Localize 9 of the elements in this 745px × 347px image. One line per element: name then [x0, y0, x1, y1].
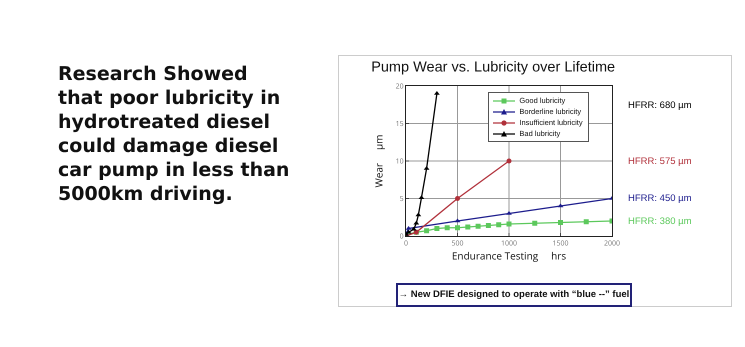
annotation: HFRR: 380 µm: [628, 216, 692, 227]
chart-title: Pump Wear vs. Lubricity over Lifetime: [371, 59, 616, 76]
text: → New DFIE designed to operate with “blue --” fuel: [396, 283, 632, 307]
text: Research Showed that poor lubricity in hydrotreated diesel could damage diesel car pump in less than 5000km driving.: [58, 62, 290, 206]
y-axis-title: Wear µm: [372, 134, 386, 188]
text: HFRR: 680 µm: [628, 100, 692, 111]
x-axis-title: Endurance Testing hrs: [452, 248, 566, 262]
annotation: HFRR: 450 µm: [628, 193, 692, 204]
text: HFRR: 575 µm: [628, 156, 692, 167]
